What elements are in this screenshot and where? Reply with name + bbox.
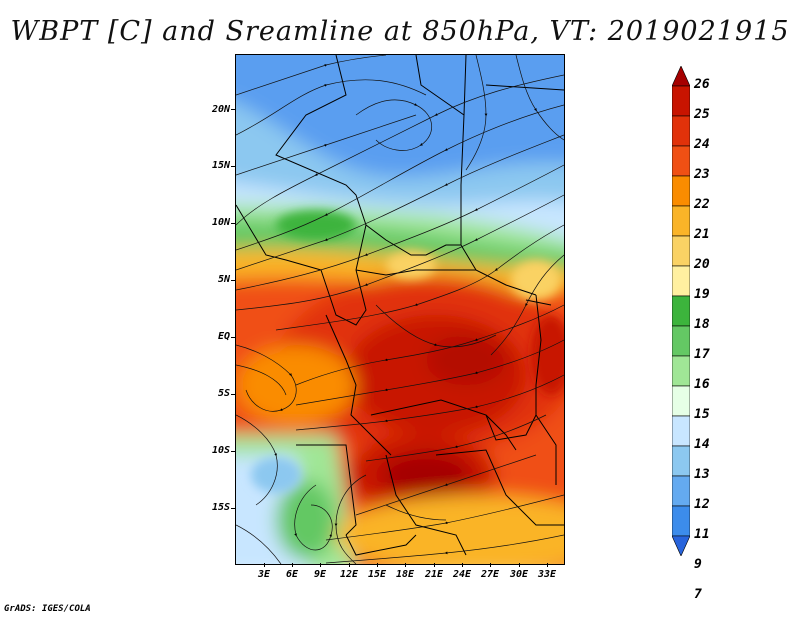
colorbar-label: 9 xyxy=(694,557,702,572)
colorbar-swatch xyxy=(672,325,690,357)
lat-tick xyxy=(231,109,235,110)
lat-tick xyxy=(231,166,235,167)
lat-label-15n: 15N xyxy=(211,160,230,171)
footer-credit: GrADS: IGES/COLA xyxy=(4,604,91,614)
colorbar-top-arrow xyxy=(672,66,690,87)
map-panel[interactable] xyxy=(235,54,565,565)
colorbar-swatch xyxy=(672,115,690,147)
lat-tick xyxy=(231,451,235,452)
lat-label-eq: EQ xyxy=(217,331,230,342)
lon-tick xyxy=(264,563,265,567)
colorbar-label: 18 xyxy=(694,317,710,332)
lon-tick xyxy=(462,563,463,567)
colorbar-label: 12 xyxy=(694,497,710,512)
lon-label-6e: 6E xyxy=(285,569,299,580)
colorbar-label: 20 xyxy=(694,257,710,272)
lat-tick xyxy=(231,394,235,395)
streamlines xyxy=(236,55,564,564)
colorbar-swatch xyxy=(672,505,690,537)
colorbar-swatch xyxy=(672,385,690,417)
lon-label-3e: 3E xyxy=(257,569,271,580)
colorbar-swatch xyxy=(672,295,690,327)
colorbar xyxy=(672,66,690,556)
lat-label-15s: 15S xyxy=(211,502,230,513)
colorbar-swatch xyxy=(672,355,690,387)
colorbar-swatch xyxy=(672,265,690,297)
lon-tick xyxy=(434,563,435,567)
lon-tick xyxy=(519,563,520,567)
lon-tick xyxy=(490,563,491,567)
colorbar-label: 21 xyxy=(694,227,710,242)
lon-tick xyxy=(292,563,293,567)
lon-label-27e: 27E xyxy=(480,569,500,580)
lat-tick xyxy=(231,337,235,338)
colorbar-label: 24 xyxy=(694,137,710,152)
lon-label-15e: 15E xyxy=(367,569,387,580)
colorbar-swatch xyxy=(672,475,690,507)
wbpt-field-map xyxy=(236,55,564,564)
lon-label-33e: 33E xyxy=(537,569,557,580)
colorbar-label: 19 xyxy=(694,287,710,302)
lon-tick xyxy=(547,563,548,567)
colorbar-swatch xyxy=(672,205,690,237)
colorbar-swatch xyxy=(672,85,690,117)
colorbar-swatch xyxy=(672,235,690,267)
colorbar-label: 17 xyxy=(694,347,710,362)
lon-tick xyxy=(405,563,406,567)
colorbar-label: 23 xyxy=(694,167,710,182)
lon-label-24e: 24E xyxy=(452,569,472,580)
chart-title: WBPT [C] and Sreamline at 850hPa, VT: 20… xyxy=(10,16,790,47)
colorbar-label: 16 xyxy=(694,377,710,392)
lon-label-9e: 9E xyxy=(313,569,327,580)
lon-label-18e: 18E xyxy=(395,569,415,580)
colorbar-label: 7 xyxy=(694,587,702,602)
colorbar-label: 13 xyxy=(694,467,710,482)
lat-tick xyxy=(231,223,235,224)
lat-label-5n: 5N xyxy=(217,274,230,285)
lon-tick xyxy=(349,563,350,567)
lat-label-5s: 5S xyxy=(217,388,230,399)
colorbar-label: 11 xyxy=(694,527,710,542)
colorbar-bottom-arrow xyxy=(672,535,690,556)
colorbar-label: 14 xyxy=(694,437,710,452)
colorbar-swatch xyxy=(672,445,690,477)
lon-label-21e: 21E xyxy=(424,569,444,580)
lat-label-10n: 10N xyxy=(211,217,230,228)
colorbar-label: 25 xyxy=(694,107,710,122)
lon-label-30e: 30E xyxy=(509,569,529,580)
lat-tick xyxy=(231,280,235,281)
lat-tick xyxy=(231,508,235,509)
lon-label-12e: 12E xyxy=(339,569,359,580)
colorbar-swatch xyxy=(672,175,690,207)
lon-tick xyxy=(320,563,321,567)
colorbar-label: 22 xyxy=(694,197,710,212)
lat-label-20n: 20N xyxy=(211,104,230,115)
colorbar-swatch xyxy=(672,415,690,447)
lon-tick xyxy=(377,563,378,567)
colorbar-label: 15 xyxy=(694,407,710,422)
lat-label-10s: 10S xyxy=(211,445,230,456)
colorbar-label: 26 xyxy=(694,77,710,92)
colorbar-swatch xyxy=(672,145,690,177)
